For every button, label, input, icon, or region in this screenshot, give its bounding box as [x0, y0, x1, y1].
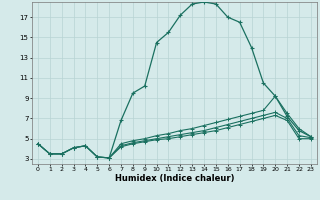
X-axis label: Humidex (Indice chaleur): Humidex (Indice chaleur) [115, 174, 234, 183]
